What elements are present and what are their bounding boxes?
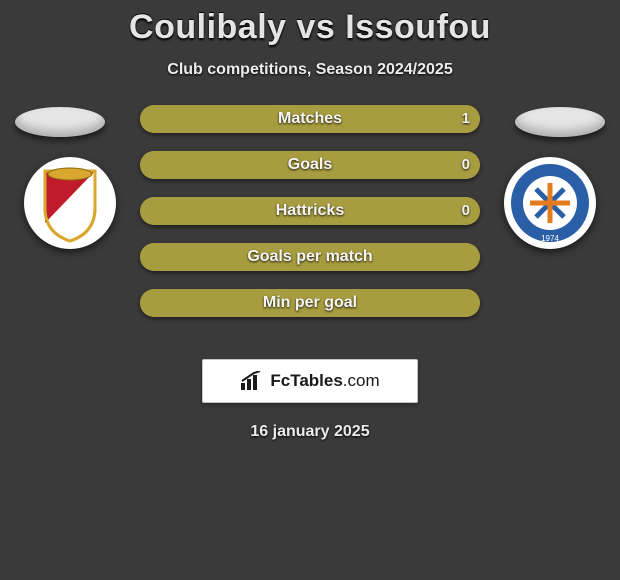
stat-bars: Matches1 Goals0 Hattricks0 Goals per match M… [140, 101, 480, 321]
stat-row: Hattricks0 [140, 197, 480, 229]
player-right-placeholder [515, 107, 605, 137]
stat-bar-track [140, 197, 480, 225]
generated-date: 16 january 2025 [0, 423, 620, 441]
brand-badge: FcTables.com [202, 359, 418, 403]
stat-bar-left [140, 289, 310, 317]
player-left-placeholder [15, 107, 105, 137]
stat-bar-left [140, 243, 310, 271]
stat-bar-right [310, 197, 480, 225]
montpellier-crest-icon: 1974 [508, 161, 592, 245]
stat-row: Matches1 [140, 105, 480, 137]
stat-value-right: 0 [462, 151, 470, 179]
stat-bar-left [140, 151, 310, 179]
stat-row: Goals0 [140, 151, 480, 183]
stats-area: 1974 Matches1 Goals0 Hattricks0 Goals per m… [0, 101, 620, 341]
crest-founded-year: 1974 [541, 234, 559, 243]
stat-bar-right [310, 105, 480, 133]
stat-bar-right [310, 151, 480, 179]
stat-bar-left [140, 197, 310, 225]
subtitle: Club competitions, Season 2024/2025 [0, 61, 620, 79]
club-badge-right: 1974 [504, 157, 596, 249]
club-badge-left [24, 157, 116, 249]
stat-bar-right [310, 289, 480, 317]
stat-bar-track [140, 289, 480, 317]
stat-value-right: 1 [462, 105, 470, 133]
stat-value-right: 0 [462, 197, 470, 225]
page-title: Coulibaly vs Issoufou [0, 0, 620, 47]
stat-bar-track [140, 151, 480, 179]
bars-chart-icon [240, 371, 264, 391]
stat-bar-track [140, 105, 480, 133]
stats-comparison-card: Coulibaly vs Issoufou Club competitions,… [0, 0, 620, 580]
stat-row: Goals per match [140, 243, 480, 275]
stat-bar-right [310, 243, 480, 271]
monaco-crest-icon [35, 163, 105, 243]
brand-name: FcTables.com [270, 371, 379, 391]
stat-bar-left [140, 105, 310, 133]
stat-row: Min per goal [140, 289, 480, 321]
stat-bar-track [140, 243, 480, 271]
